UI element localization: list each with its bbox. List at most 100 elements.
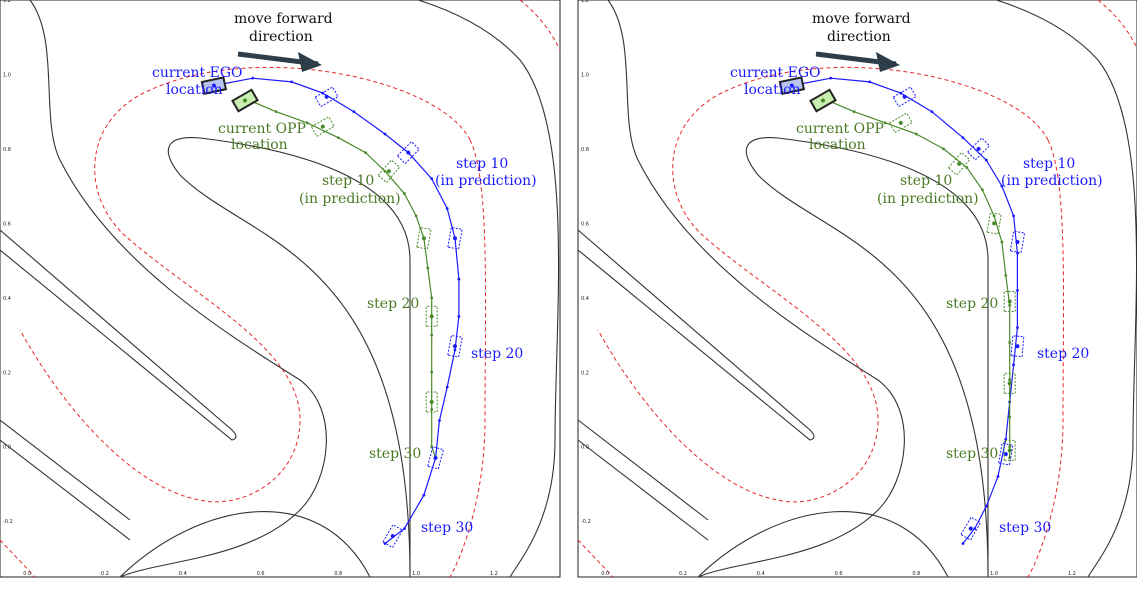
opp-vehicle-center: [1007, 448, 1012, 453]
y-tick-label: 1.2: [581, 0, 589, 4]
ego-vehicle-center: [211, 83, 216, 88]
opp-trajectory-point: [430, 296, 434, 300]
y-tick-label: 1.0: [3, 72, 11, 78]
ego-trajectory-point: [457, 315, 461, 318]
boundary-right: [1027, 139, 1065, 578]
ego-trajectory-point: [445, 385, 449, 389]
ego-vehicle-center: [390, 534, 395, 539]
track-outer-wall: [618, 0, 1137, 578]
opp-predicted-vehicle: [377, 159, 401, 184]
track-inner-wall: [745, 137, 989, 578]
x-tick-label: 0.4: [757, 571, 765, 577]
ego-current-vehicle: [778, 76, 806, 95]
opp-predicted-vehicle: [425, 305, 438, 327]
ego-in-prediction-label: (in prediction): [435, 173, 537, 189]
y-tick-label: 0.0: [3, 445, 11, 451]
opp-vehicle-box: [986, 211, 1002, 235]
ego-predicted-vehicle: [1009, 230, 1026, 254]
direction-label: direction: [249, 29, 313, 45]
ego-trajectory-point: [961, 136, 965, 140]
track-bottom-wall: [119, 510, 371, 578]
opp-vehicle-box: [1003, 291, 1016, 313]
ego-vehicle-center: [433, 455, 438, 460]
ego-trajectory-point: [868, 80, 872, 84]
ego-vehicle-box: [314, 86, 339, 108]
opp-trajectory-point: [430, 333, 434, 337]
opp-vehicle-box: [888, 112, 913, 134]
ego-trajectory-point: [984, 158, 988, 162]
right-track: [577, 0, 1137, 578]
opp-vehicle-box: [425, 391, 438, 413]
ego-step20-label: step 20: [1037, 346, 1089, 362]
opp-vehicle-box: [416, 226, 432, 250]
opp-current-vehicle: [231, 88, 259, 113]
opp-vehicle-box: [1003, 372, 1016, 394]
x-tick-label: 0.4: [179, 571, 187, 577]
opp-vehicle-center: [898, 120, 903, 125]
opp-trajectory-point: [942, 147, 945, 151]
opp-in-prediction-label: (in prediction): [299, 191, 401, 207]
ego-trajectory-point: [403, 527, 406, 531]
opp-vehicle-center: [1007, 381, 1012, 386]
ego-predicted-vehicle: [892, 86, 917, 108]
opp-step30-label: step 30: [946, 446, 998, 462]
track-lower-walls: [0, 419, 131, 541]
ego-step10-label: step 10: [456, 156, 508, 172]
x-tick-label: 0.6: [257, 571, 265, 577]
ego-vehicle-box: [382, 523, 404, 549]
x-tick-label: 0.2: [101, 571, 109, 577]
opp-trajectory-point: [1008, 303, 1012, 307]
boundary-top-right: [1097, 0, 1137, 50]
ego-vehicle-box: [447, 334, 463, 358]
y-tick-label: 0.8: [3, 147, 11, 153]
right-tick-labels: 0.0 0.2 0.4 0.6 0.8 1.0 1.2 1.2 1.0 0.8 0.6 0.4 0.2 0…: [581, 0, 1076, 577]
left-plot-frame: [0, 0, 561, 578]
opp-predicted-vehicle: [416, 226, 432, 250]
ego-vehicle-box: [396, 140, 421, 165]
opp-vehicle-center: [429, 400, 434, 405]
ego-trajectory-point: [930, 110, 934, 114]
opp-trajectory-point: [1008, 415, 1012, 419]
y-tick-label: 0.4: [581, 296, 589, 302]
ego-vehicle-center: [1003, 452, 1008, 457]
left-panel: 0.0 0.2 0.4 0.6 0.8 1.0 1.2 1.2 1.0 0.8 0.6 0.4 0.2 0…: [0, 0, 561, 578]
left-track: [0, 0, 561, 578]
y-tick-label: 1.2: [3, 0, 11, 4]
left-tick-labels: 0.0 0.2 0.4 0.6 0.8 1.0 1.2 1.2 1.0 0.8 0.6 0.4 0.2 0…: [3, 0, 498, 577]
ego-trajectory-point: [1016, 288, 1019, 292]
x-tick-label: 0.8: [334, 571, 342, 577]
opp-vehicle-box: [1003, 439, 1016, 461]
opp-vehicle-center: [421, 236, 426, 241]
opp-vehicle-box: [377, 159, 401, 184]
opp-trajectory-point: [992, 214, 996, 218]
ego-vehicle-center: [324, 94, 329, 99]
ego-vehicle-center: [902, 94, 907, 99]
opp-trajectory-point: [364, 151, 367, 155]
boundary-corner: [0, 539, 36, 578]
ego-predicted-vehicle: [960, 516, 982, 541]
ego-vehicle-box: [427, 446, 445, 470]
opp-trajectory-point: [383, 169, 387, 173]
opp-trajectory-point: [1008, 341, 1012, 344]
ego-trajectory-point: [1012, 214, 1015, 218]
opp-predicted-vehicle: [947, 151, 971, 176]
x-tick-label: 0.8: [912, 571, 920, 577]
track-spur: [0, 229, 237, 441]
opp-trajectory-point: [883, 121, 887, 125]
boundary-inner: [19, 66, 471, 503]
ego-trajectory-point: [1016, 326, 1019, 329]
y-tick-label: 0.6: [3, 221, 11, 227]
opp-trajectory-point: [403, 192, 406, 195]
opp-trajectory-point: [852, 110, 856, 114]
track-outer-wall: [40, 0, 560, 578]
ego-vehicle-box: [966, 137, 991, 161]
y-tick-label: 1.0: [581, 72, 589, 78]
ego-vehicle-box: [1010, 335, 1025, 358]
opp-trajectory-point: [274, 110, 278, 114]
boundary-right: [449, 139, 487, 578]
opp-vehicle-center: [320, 124, 325, 129]
ego-vehicle-center: [1015, 344, 1020, 349]
opp-trajectory-point: [981, 188, 984, 192]
ego-current-vehicle: [200, 76, 228, 95]
opp-trajectory-point: [336, 136, 340, 140]
